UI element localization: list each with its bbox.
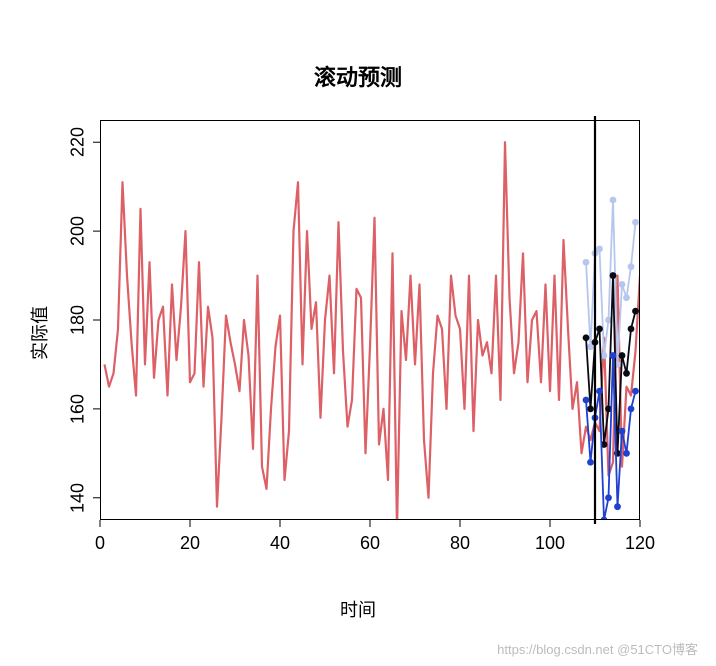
x-tick-label: 0 <box>95 533 105 554</box>
y-tick-label: 180 <box>68 305 89 335</box>
x-tick-label: 20 <box>180 533 200 554</box>
watermark-brand: @51CTO博客 <box>617 642 698 657</box>
plot-box <box>100 120 640 520</box>
watermark: https://blog.csdn.net @51CTO博客 <box>497 639 698 658</box>
y-tick-label: 140 <box>68 483 89 513</box>
y-tick-label: 220 <box>68 127 89 157</box>
x-tick-label: 80 <box>450 533 470 554</box>
x-tick-label: 120 <box>625 533 655 554</box>
y-tick-label: 160 <box>68 394 89 424</box>
y-tick-label: 200 <box>68 216 89 246</box>
x-tick-label: 60 <box>360 533 380 554</box>
x-tick-label: 100 <box>535 533 565 554</box>
x-tick-label: 40 <box>270 533 290 554</box>
watermark-url: https://blog.csdn.net <box>497 642 613 657</box>
